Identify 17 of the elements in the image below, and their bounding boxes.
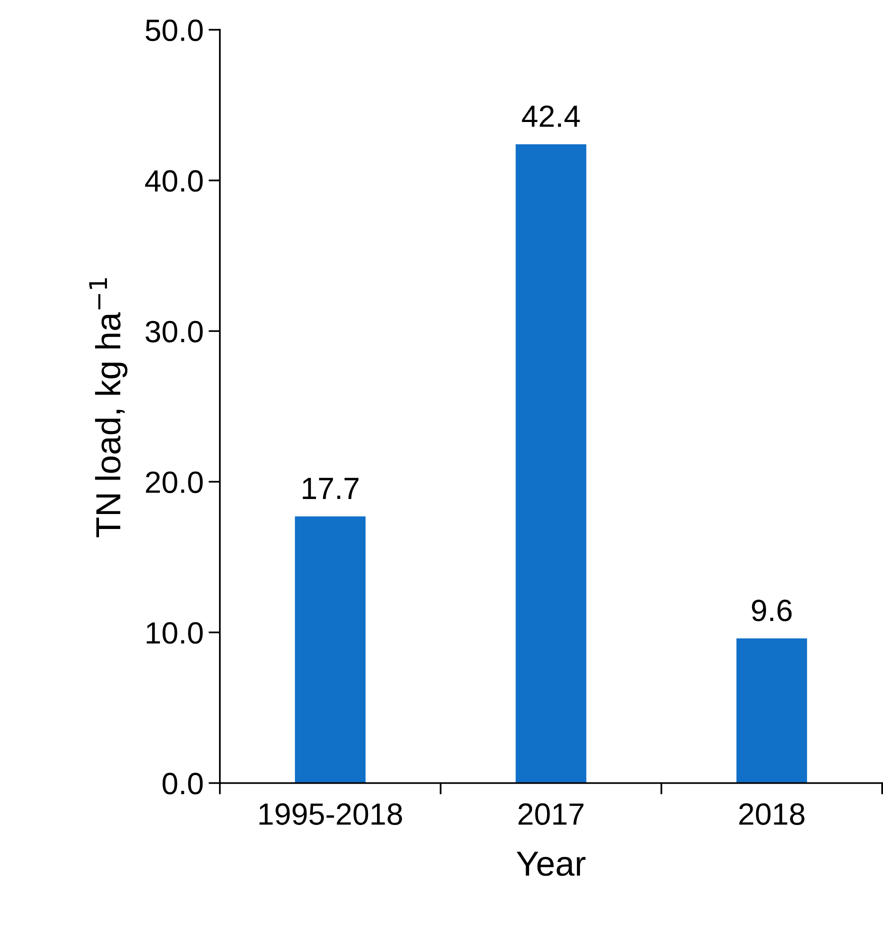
y-tick-label: 30.0 [146,320,203,342]
x-axis-title: Year [516,852,586,876]
bar [294,516,366,784]
y-tick-label: 0.0 [162,772,203,794]
x-tick-label: 1995-2018 [260,803,402,825]
data-label: 17.7 [302,478,358,499]
y-tick-label: 50.0 [146,19,203,42]
y-axis-title: TN load, kg ha$^{−1}$ [89,278,128,538]
y-tick-label: 20.0 [146,471,203,494]
data-label: 42.4 [522,105,580,127]
x-tick-label: 2017 [518,803,584,825]
y-tick-label: 40.0 [145,170,203,192]
x-tick-label: 2018 [739,803,804,825]
bar [736,638,808,784]
data-label: 9.6 [752,600,792,622]
bar [516,144,586,784]
y-tick-label: 10.0 [146,622,203,644]
